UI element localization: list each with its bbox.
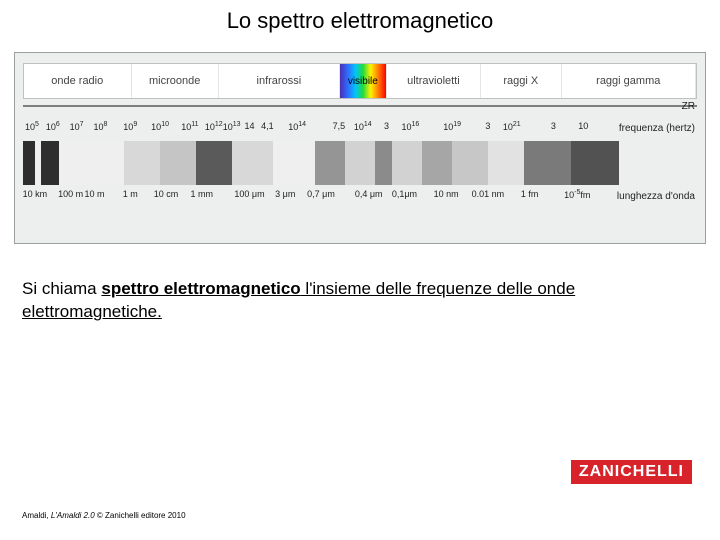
page-title: Lo spettro elettromagnetico — [0, 0, 720, 34]
wavelength-tick: 3 μm — [275, 189, 295, 199]
grad-segment — [124, 141, 160, 185]
band-row: onde radiomicroondeinfrarossivisibileult… — [23, 63, 697, 99]
wavelength-tick: 0.01 nm — [472, 189, 505, 199]
caption-bold: spettro elettromagnetico — [101, 279, 300, 298]
grad-segment — [41, 141, 59, 185]
freq-tick: 108 — [94, 121, 108, 132]
wavelength-tick: 1 fm — [521, 189, 539, 199]
band-onde-radio: onde radio — [24, 64, 132, 98]
frequency-ticks: 105 106 107 108 109 1010 1011 1012101314 4,1 1014… — [23, 121, 619, 139]
wavelength-ticks: 10 km 100 m10 m 1 m 10 cm 1 mm 100 μm 3 μm 0,7 … — [23, 189, 619, 207]
band-raggi-X: raggi X — [481, 64, 562, 98]
wavelength-tick: 10 m — [85, 189, 105, 199]
grad-segment — [571, 141, 619, 185]
grad-segment — [232, 141, 274, 185]
brand-badge: ZANICHELLI — [571, 460, 692, 484]
wavelength-tick: 0,7 μm — [307, 189, 335, 199]
wavelength-tick: 0,1μm — [392, 189, 417, 199]
grad-segment — [160, 141, 196, 185]
spectrum-gradient-bar — [23, 141, 619, 185]
grad-segment — [273, 141, 315, 185]
freq-tick: 1011 — [181, 121, 198, 132]
wavelength-tick: 0,4 μm — [355, 189, 383, 199]
frequency-axis-label: frequenza (hertz) — [619, 123, 695, 134]
freq-tick: 106 — [46, 121, 60, 132]
freq-tick: 3 — [551, 121, 556, 131]
band-microonde: microonde — [132, 64, 219, 98]
freq-tick: 3 — [384, 121, 389, 131]
band-visibile: visibile — [340, 64, 387, 98]
zr-label: ZR — [682, 101, 695, 112]
grad-segment — [23, 141, 35, 185]
wavelength-tick: 10-5fm — [564, 189, 590, 200]
footer-author: Amaldi, — [22, 511, 51, 520]
wavelength-tick: 100 μm — [234, 189, 264, 199]
freq-tick: 1014 — [354, 121, 372, 132]
freq-tick: 107 — [70, 121, 84, 132]
grad-segment — [452, 141, 488, 185]
grad-segment — [524, 141, 572, 185]
freq-tick: 14 — [244, 121, 254, 131]
freq-tick: 109 — [123, 121, 137, 132]
grad-segment — [488, 141, 524, 185]
freq-tick: 1010 — [151, 121, 169, 132]
freq-tick: 1014 — [288, 121, 306, 132]
scale-area: ZR 1051061071081091010101110121013144,11… — [23, 115, 697, 235]
wavelength-tick: 1 mm — [191, 189, 214, 199]
freq-tick: 3 — [485, 121, 490, 131]
wavelength-tick: 10 cm — [154, 189, 179, 199]
freq-tick: 1013 — [223, 121, 241, 132]
freq-tick: 1012 — [205, 121, 223, 132]
wavelength-axis-label: lunghezza d'onda — [617, 191, 695, 202]
grad-segment — [375, 141, 393, 185]
band-infrarossi: infrarossi — [219, 64, 340, 98]
footer-attribution: Amaldi, L'Amaldi 2.0 © Zanichelli editor… — [22, 511, 186, 520]
freq-tick: 1019 — [443, 121, 461, 132]
freq-tick: 105 — [25, 121, 39, 132]
grad-segment — [315, 141, 345, 185]
caption-pre: Si chiama — [22, 279, 101, 298]
wavelength-tick: 10 km — [23, 189, 48, 199]
freq-tick: 1016 — [401, 121, 419, 132]
freq-tick: 1021 — [503, 121, 521, 132]
grad-segment — [196, 141, 232, 185]
grad-segment — [59, 141, 125, 185]
spectrum-chart: onde radiomicroondeinfrarossivisibileult… — [14, 52, 706, 244]
freq-tick: 10 — [578, 121, 588, 131]
caption-text: Si chiama spettro elettromagnetico l'ins… — [22, 278, 698, 324]
grad-segment — [392, 141, 422, 185]
grad-segment — [345, 141, 375, 185]
wavelength-tick: 100 m — [58, 189, 83, 199]
band-ultravioletti: ultravioletti — [387, 64, 481, 98]
freq-tick: 7,5 — [333, 121, 346, 131]
footer-rest: © Zanichelli editore 2010 — [95, 511, 186, 520]
freq-tick: 4,1 — [261, 121, 274, 131]
wavelength-tick: 10 nm — [434, 189, 459, 199]
wavelength-tick: 1 m — [123, 189, 138, 199]
footer-title: L'Amaldi 2.0 — [51, 511, 95, 520]
divider — [23, 105, 697, 107]
grad-segment — [422, 141, 452, 185]
band-raggi-gamma: raggi gamma — [562, 64, 696, 98]
